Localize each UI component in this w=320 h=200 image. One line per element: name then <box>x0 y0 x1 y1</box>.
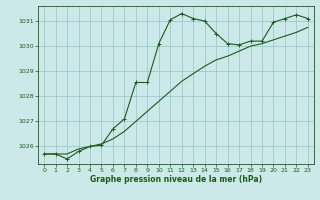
X-axis label: Graphe pression niveau de la mer (hPa): Graphe pression niveau de la mer (hPa) <box>90 175 262 184</box>
